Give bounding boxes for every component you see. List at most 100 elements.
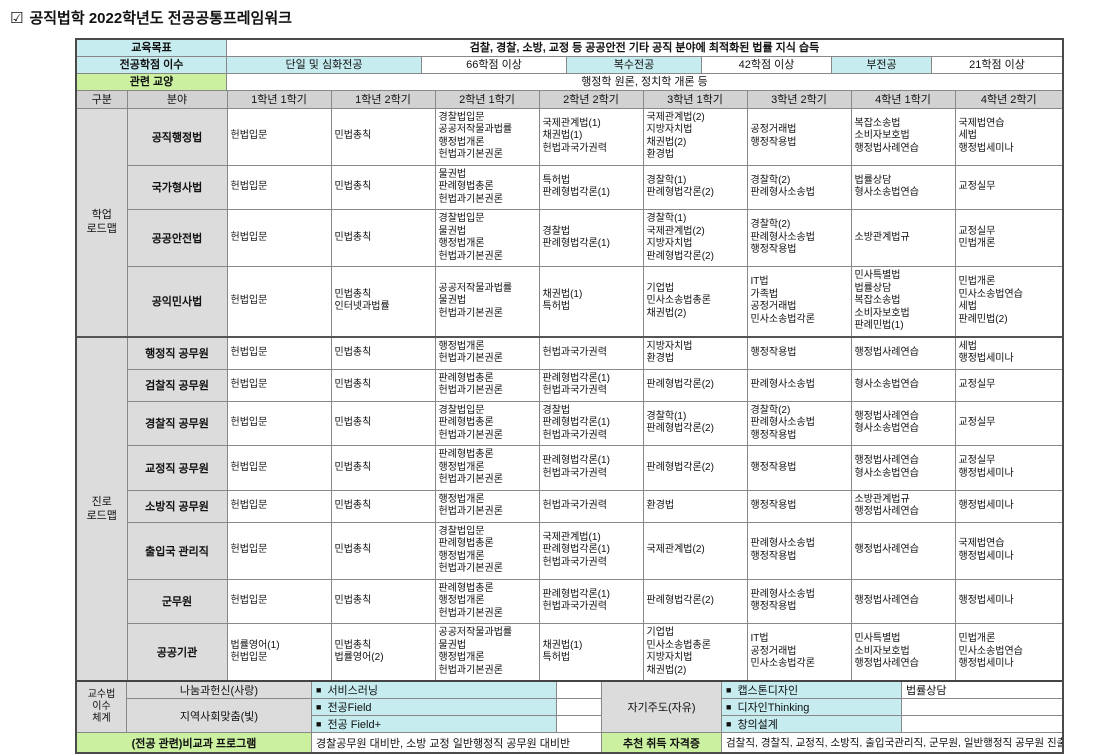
credits-cell-21: 21학점 이상 [932, 57, 1062, 74]
course-cell: 판례형법총론 행정법개론 헌법과기본권론 [434, 445, 540, 491]
course-cell: 국제관계법(1) 판례형법각론(1) 헌법과국가권력 [538, 521, 644, 580]
course-cell: 판례형법각론(2) [642, 578, 748, 624]
course-cell: 헌법입문 [226, 266, 332, 337]
column-header: 분야 [126, 90, 228, 109]
course-cell: 행정법개론 헌법과기본권론 [434, 335, 540, 370]
credits-cell-double: 복수전공 [567, 57, 702, 74]
service-learning-cell: ■ 서비스러닝 [312, 682, 557, 699]
square-bullet-icon: ■ [316, 719, 322, 729]
course-cell: 민법총칙 [330, 521, 436, 580]
table-row: 국가형사법 헌법입문 민법총칙 물권법 판례형법총론 헌법과기본권론 특허법 판례형법각… [77, 164, 1063, 210]
system-label: 교수법 이수 체계 [77, 682, 127, 733]
course-cell: 판례형법각론(1) 헌법과국가권력 [538, 445, 644, 491]
course-cell: 헌법과국가권력 [538, 335, 644, 370]
teaching-system-section: 교수법 이수 체계 나눔과헌신(사랑) ■ 서비스러닝 자기주도(자유) ■ 캡스톤… [77, 680, 1062, 752]
filler-cell [557, 682, 602, 699]
course-cell: 채권법(1) 특허법 [538, 623, 644, 681]
credits-cell-66: 66학점 이상 [422, 57, 567, 74]
credits-cell-minor: 부전공 [832, 57, 932, 74]
column-header: 1학년 1학기 [226, 90, 332, 109]
course-cell: 판례형법각론(1) 헌법과국가권력 [538, 578, 644, 624]
course-cell: 민법총칙 [330, 445, 436, 491]
table-row: 진로 로드맵 행정직 공무원 헌법입문 민법총칙 행정법개론 헌법과기본권론 헌법과국가권… [76, 335, 1063, 681]
roadmap-group-label: 학업 로드맵 [76, 107, 128, 337]
course-cell: 헌법입문 [226, 445, 332, 491]
course-cell: 경찰법입문 공공저작물과법률 행정법개론 헌법과기본권론 [434, 107, 540, 166]
field-label: 검찰직 공무원 [126, 368, 228, 402]
course-cell: 공공저작물과법률 물권법 행정법개론 헌법과기본권론 [434, 623, 540, 681]
course-cell: 경찰학(1) 판례형법각론(2) [642, 400, 748, 446]
liberal-arts-row: 관련 교양 행정학 원론, 정치학 개론 등 [77, 74, 1062, 91]
column-header-row: 구분 분야 1학년 1학기 1학년 2학기 2학년 1학기 2학년 2학기 3학년 1학기 3… [76, 90, 1063, 109]
table-row: 소방직 공무원 헌법입문 민법총칙 행정법개론 헌법과기본권론 헌법과국가권력 환경법 행정… [77, 489, 1063, 523]
course-cell: 민법총칙 인터넷과법률 [330, 266, 436, 337]
course-cell: 헌법입문 [226, 578, 332, 624]
column-header: 2학년 2학기 [538, 90, 644, 109]
course-cell: 판례형사소송법 행정작용법 [746, 578, 852, 624]
course-cell: 경찰법입문 물권법 행정법개론 헌법과기본권론 [434, 209, 540, 267]
major-credits-row: 전공학점 이수 단일 및 심화전공 66학점 이상 복수전공 42학점 이상 부… [77, 57, 1062, 74]
course-cell: 민법개론 민사소송법연습 세법 판례민법(2) [954, 266, 1063, 337]
course-cell: 민법총칙 [330, 164, 436, 210]
education-goal-value: 검찰, 경찰, 소방, 교정 등 공공안전 기타 공직 분야에 최적화된 법률 … [227, 40, 1062, 57]
course-cell: 경찰법 판례형법각론(1) [538, 209, 644, 267]
column-header: 3학년 2학기 [746, 90, 852, 109]
design-thinking-cell: ■ 디자인Thinking [722, 699, 902, 716]
capstone-design-cell: ■ 캡스톤디자인 [722, 682, 902, 699]
major-field-cell: ■ 전공Field [312, 699, 557, 716]
table-row: 학업 로드맵 공직행정법 헌법입문 민법총칙 경찰법입문 공공저작물과법률 행정법개론 … [76, 107, 1063, 337]
liberal-arts-value: 행정학 원론, 정치학 개론 등 [227, 74, 1062, 91]
curriculum-grid: 구분 분야 1학년 1학기 1학년 2학기 2학년 1학기 2학년 2학기 3학년 1학기 3… [76, 90, 1063, 681]
credits-cell-42: 42학점 이상 [702, 57, 832, 74]
field-label: 공공기관 [126, 623, 228, 681]
course-cell: 민법총칙 [330, 368, 436, 402]
course-cell: 헌법입문 [226, 368, 332, 402]
course-cell: 형사소송법연습 [850, 368, 956, 402]
framework-table: 교육목표 검찰, 경찰, 소방, 교정 등 공공안전 기타 공직 분야에 최적화… [75, 38, 1064, 754]
field-label: 군무원 [126, 578, 228, 624]
table-row: 경찰직 공무원 헌법입문 민법총칙 경찰법입문 판례형법총론 헌법과기본권론 경찰법 판… [77, 400, 1063, 446]
course-cell: 민법총칙 [330, 578, 436, 624]
course-cell: 경찰법 판례형법각론(1) 헌법과국가권력 [538, 400, 644, 446]
filler-cell [902, 699, 1062, 716]
field-label: 교정직 공무원 [126, 445, 228, 491]
course-cell: 교정실무 민법개론 [954, 209, 1063, 267]
field-label: 경찰직 공무원 [126, 400, 228, 446]
course-cell: 공공저작물과법률 물권법 헌법과기본권론 [434, 266, 540, 337]
course-cell: 공정거래법 행정작용법 [746, 107, 852, 166]
course-cell: 행정법사례연습 형사소송법연습 [850, 445, 956, 491]
course-cell: 교정실무 [954, 400, 1063, 446]
course-cell: 지방자치법 환경법 [642, 335, 748, 370]
field-label: 소방직 공무원 [126, 489, 228, 523]
course-cell: 민법총칙 [330, 209, 436, 267]
course-cell: 민법총칙 [330, 107, 436, 166]
course-cell: 물권법 판례형법총론 헌법과기본권론 [434, 164, 540, 210]
course-cell: 경찰법입문 판례형법총론 헌법과기본권론 [434, 400, 540, 446]
course-cell: 경찰학(1) 판례형법각론(2) [642, 164, 748, 210]
course-cell: 복잡소송법 소비자보호법 행정법사례연습 [850, 107, 956, 166]
course-cell: 행정법사례연습 [850, 521, 956, 580]
course-cell: 민법총칙 [330, 489, 436, 523]
filler-cell [902, 716, 1062, 733]
filler-cell [557, 699, 602, 716]
course-cell: 소방관계법규 행정법사례연습 [850, 489, 956, 523]
course-cell: 헌법입문 [226, 164, 332, 210]
course-cell: 교정실무 행정법세미나 [954, 445, 1063, 491]
square-bullet-icon: ■ [316, 685, 322, 695]
major-field-plus-cell: ■ 전공 Field+ [312, 716, 557, 733]
course-cell: 민사특별법 법률상담 복잡소송법 소비자보호법 판례민법(1) [850, 266, 956, 337]
liberal-arts-label: 관련 교양 [77, 74, 227, 91]
column-header: 4학년 2학기 [954, 90, 1063, 109]
course-cell: 법률상담 형사소송법연습 [850, 164, 956, 210]
square-bullet-icon: ■ [316, 702, 322, 712]
course-cell: 판례형법총론 헌법과기본권론 [434, 368, 540, 402]
course-cell: 경찰학(1) 국제관계법(2) 지방자치법 판례형법각론(2) [642, 209, 748, 267]
major-credits-label: 전공학점 이수 [77, 57, 227, 74]
table-row: 공익민사법 헌법입문 민법총칙 인터넷과법률 공공저작물과법률 물권법 헌법과기본권론… [77, 266, 1063, 337]
course-cell: 민법개론 민사소송법연습 행정법세미나 [954, 623, 1063, 681]
field-label: 국가형사법 [126, 164, 228, 210]
course-cell: 판례형법각론(2) [642, 445, 748, 491]
table-row: 검찰직 공무원 헌법입문 민법총칙 판례형법총론 헌법과기본권론 판례형법각론(1) 헌… [77, 368, 1063, 402]
column-header: 4학년 1학기 [850, 90, 956, 109]
table-row: 군무원 헌법입문 민법총칙 판례형법총론 행정법개론 헌법과기본권론 판례형법각론(1)… [77, 578, 1063, 624]
